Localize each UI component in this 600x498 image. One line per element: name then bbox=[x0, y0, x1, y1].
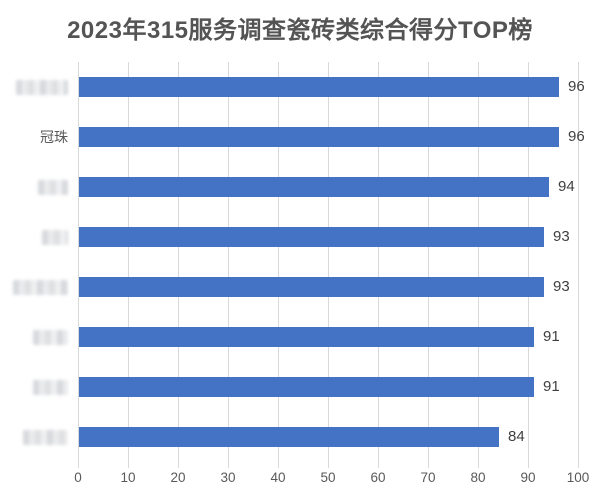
value-label: 96 bbox=[568, 78, 585, 95]
x-axis-tick-label: 50 bbox=[320, 470, 336, 485]
x-axis-tick-label: 20 bbox=[170, 470, 186, 485]
gridline bbox=[128, 62, 129, 468]
gridline bbox=[78, 62, 79, 468]
category-label bbox=[0, 227, 68, 247]
gridline bbox=[428, 62, 429, 468]
category-label bbox=[0, 327, 68, 347]
value-label: 91 bbox=[543, 328, 560, 345]
gridline bbox=[228, 62, 229, 468]
chart-title: 2023年315服务调查瓷砖类综合得分TOP榜 bbox=[67, 17, 533, 44]
censored-category-label bbox=[23, 429, 68, 445]
bar bbox=[78, 227, 544, 247]
bar bbox=[78, 177, 549, 197]
bar bbox=[78, 427, 499, 447]
bar bbox=[78, 127, 559, 147]
x-axis-tick-label: 80 bbox=[470, 470, 486, 485]
x-axis-tick-label: 60 bbox=[370, 470, 386, 485]
value-label: 84 bbox=[508, 428, 525, 445]
category-label-text: 冠珠 bbox=[40, 129, 68, 145]
bar bbox=[78, 277, 544, 297]
bar bbox=[78, 77, 559, 97]
category-label bbox=[0, 377, 68, 397]
x-axis-tick-label: 90 bbox=[520, 470, 536, 485]
censored-category-label bbox=[42, 229, 68, 245]
value-label: 93 bbox=[553, 278, 570, 295]
x-axis-tick-label: 10 bbox=[120, 470, 136, 485]
censored-category-label bbox=[13, 279, 68, 295]
x-axis-tick-label: 0 bbox=[74, 470, 82, 485]
category-label bbox=[0, 277, 68, 297]
x-axis-tick-label: 70 bbox=[420, 470, 436, 485]
gridline bbox=[578, 62, 579, 468]
category-label bbox=[0, 427, 68, 447]
category-label bbox=[0, 177, 68, 197]
value-label: 91 bbox=[543, 378, 560, 395]
value-label: 94 bbox=[558, 178, 575, 195]
category-label: 冠珠 bbox=[0, 127, 68, 147]
censored-category-label bbox=[33, 379, 68, 395]
gridline bbox=[328, 62, 329, 468]
x-axis-tick-label: 100 bbox=[566, 470, 590, 485]
gridline bbox=[528, 62, 529, 468]
gridline bbox=[378, 62, 379, 468]
category-label bbox=[0, 77, 68, 97]
value-label: 93 bbox=[553, 228, 570, 245]
bar bbox=[78, 377, 534, 397]
gridline bbox=[478, 62, 479, 468]
x-axis-tick-label: 40 bbox=[270, 470, 286, 485]
x-axis-tick-label: 30 bbox=[220, 470, 236, 485]
gridline bbox=[178, 62, 179, 468]
censored-category-label bbox=[33, 329, 68, 345]
bar bbox=[78, 327, 534, 347]
value-label: 96 bbox=[568, 128, 585, 145]
censored-category-label bbox=[38, 179, 68, 195]
censored-category-label bbox=[16, 79, 68, 95]
gridline bbox=[278, 62, 279, 468]
